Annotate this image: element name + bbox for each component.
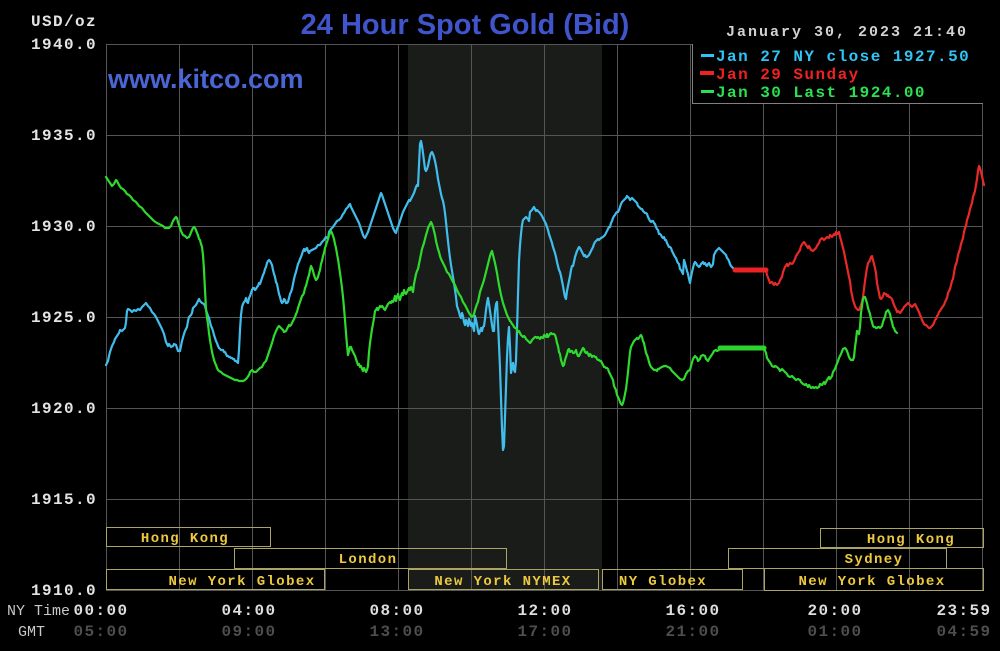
svg-text:1915.0: 1915.0 bbox=[31, 491, 97, 509]
svg-text:13:00: 13:00 bbox=[369, 623, 424, 641]
svg-text:New York Globex: New York Globex bbox=[168, 574, 315, 590]
svg-text:Hong Kong: Hong Kong bbox=[141, 531, 229, 547]
svg-text:New York NYMEX: New York NYMEX bbox=[434, 574, 571, 590]
svg-text:04:00: 04:00 bbox=[221, 602, 276, 620]
svg-text:1940.0: 1940.0 bbox=[31, 36, 97, 54]
svg-text:Sydney: Sydney bbox=[845, 552, 904, 568]
svg-text:12:00: 12:00 bbox=[517, 602, 572, 620]
svg-text:London: London bbox=[339, 552, 398, 568]
svg-text:NY Time: NY Time bbox=[7, 603, 70, 620]
svg-text:04:59: 04:59 bbox=[936, 623, 991, 641]
svg-text:January 30, 2023 21:40: January 30, 2023 21:40 bbox=[726, 24, 968, 41]
svg-text:24 Hour Spot Gold (Bid): 24 Hour Spot Gold (Bid) bbox=[301, 9, 630, 41]
svg-text:21:00: 21:00 bbox=[665, 623, 720, 641]
svg-text:USD/oz: USD/oz bbox=[31, 13, 97, 31]
svg-text:00:00: 00:00 bbox=[73, 602, 128, 620]
svg-text:1925.0: 1925.0 bbox=[31, 309, 97, 327]
svg-text:23:59: 23:59 bbox=[936, 602, 991, 620]
svg-text:New York Globex: New York Globex bbox=[798, 574, 945, 590]
svg-text:01:00: 01:00 bbox=[807, 623, 862, 641]
svg-text:Jan 30 Last 1924.00: Jan 30 Last 1924.00 bbox=[716, 84, 926, 102]
svg-text:Hong Kong: Hong Kong bbox=[867, 532, 955, 548]
svg-text:1910.0: 1910.0 bbox=[31, 582, 97, 600]
svg-text:08:00: 08:00 bbox=[369, 602, 424, 620]
svg-text:Jan 29 Sunday: Jan 29 Sunday bbox=[716, 66, 860, 84]
svg-text:05:00: 05:00 bbox=[73, 623, 128, 641]
svg-text:1935.0: 1935.0 bbox=[31, 127, 97, 145]
svg-text:09:00: 09:00 bbox=[221, 623, 276, 641]
svg-text:GMT: GMT bbox=[18, 624, 45, 641]
svg-text:17:00: 17:00 bbox=[517, 623, 572, 641]
svg-text:16:00: 16:00 bbox=[665, 602, 720, 620]
svg-text:20:00: 20:00 bbox=[807, 602, 862, 620]
svg-text:www.kitco.com: www.kitco.com bbox=[107, 64, 304, 94]
svg-text:NY Globex: NY Globex bbox=[619, 574, 707, 590]
svg-text:Jan 27 NY close 1927.50: Jan 27 NY close 1927.50 bbox=[716, 48, 970, 66]
svg-text:1930.0: 1930.0 bbox=[31, 218, 97, 236]
svg-text:1920.0: 1920.0 bbox=[31, 400, 97, 418]
